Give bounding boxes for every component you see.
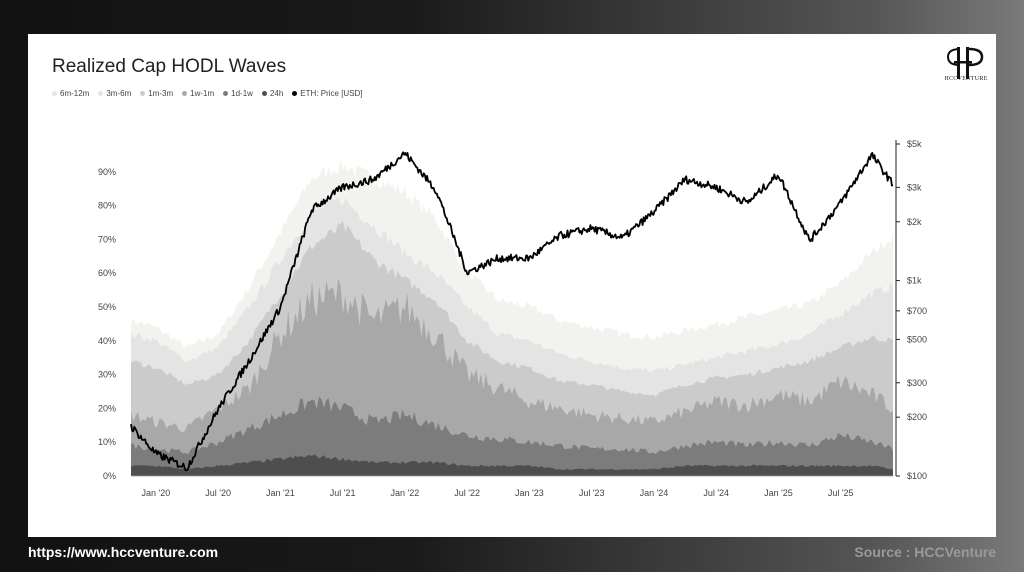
x-tick-label: Jan '21 xyxy=(266,488,295,498)
legend-label: ETH: Price [USD] xyxy=(300,89,363,98)
legend-item[interactable]: 1m-3m xyxy=(140,89,173,98)
source-label: Source : HCCVenture xyxy=(854,544,996,560)
y-left-tick-label: 80% xyxy=(98,201,116,211)
y-left-tick-label: 50% xyxy=(98,302,116,312)
y-left-tick-label: 60% xyxy=(98,268,116,278)
x-tick-label: Jan '23 xyxy=(515,488,544,498)
y-left-tick-label: 70% xyxy=(98,234,116,244)
x-tick-label: Jul '20 xyxy=(205,488,231,498)
y-right-tick-label: $1k xyxy=(907,276,922,286)
area-1d-1w xyxy=(131,396,893,476)
y-left-tick-label: 10% xyxy=(98,437,116,447)
x-tick-label: Jul '24 xyxy=(703,488,729,498)
legend-label: 1d-1w xyxy=(231,89,253,98)
x-tick-label: Jan '20 xyxy=(142,488,171,498)
x-tick-label: Jan '24 xyxy=(640,488,669,498)
y-right-tick-label: $100 xyxy=(907,471,927,481)
chart-title: Realized Cap HODL Waves xyxy=(52,56,287,77)
legend-label: 1w-1m xyxy=(190,89,215,98)
chart-card: Realized Cap HODL Waves 6m-12m 3m-6m 1m-3m… xyxy=(28,34,996,537)
legend-swatch xyxy=(182,91,188,96)
website-url[interactable]: https://www.hccventure.com xyxy=(28,544,219,560)
x-tick-label: Jul '22 xyxy=(454,488,480,498)
legend-swatch xyxy=(140,91,146,96)
eth-price-line xyxy=(130,151,894,472)
y-left-tick-label: 90% xyxy=(98,167,116,177)
y-right-tick-label: $700 xyxy=(907,306,927,316)
legend-label: 3m-6m xyxy=(106,89,132,98)
y-right-tick-label: $300 xyxy=(907,378,927,388)
x-tick-label: Jul '21 xyxy=(330,488,356,498)
area-24h xyxy=(131,454,893,476)
legend-label: 24h xyxy=(269,89,284,98)
legend-swatch xyxy=(52,91,57,96)
hodl-waves-chart: 0% 10% 20% 30% 40% 50% 60% 70% 80% 90% $100 $200 $30… xyxy=(98,139,927,498)
legend-swatch xyxy=(292,91,298,96)
legend-item[interactable]: 6m-12m xyxy=(52,89,89,98)
hcc-logo-icon xyxy=(946,47,984,79)
y-left-tick-label: 40% xyxy=(98,336,116,346)
y-right-tick-label: $200 xyxy=(907,412,927,422)
legend-item[interactable]: 1w-1m xyxy=(182,89,214,98)
y-right-tick-label: $5k xyxy=(907,139,922,149)
legend-item[interactable]: 24h xyxy=(261,89,284,98)
chart-legend: 6m-12m 3m-6m 1m-3m 1w-1m 1d-1w 24h ETH: Price … xyxy=(52,89,363,98)
legend-item[interactable]: 1d-1w xyxy=(223,89,253,98)
x-tick-label: Jan '25 xyxy=(764,488,793,498)
y-right-tick-label: $500 xyxy=(907,334,927,344)
legend-swatch xyxy=(261,91,267,96)
legend-label: 1m-3m xyxy=(148,89,174,98)
y-right-tick-label: $3k xyxy=(907,182,922,192)
legend-swatch xyxy=(98,91,104,96)
legend-item[interactable]: 3m-6m xyxy=(98,89,131,98)
y-left-tick-label: 30% xyxy=(98,370,116,380)
y-right-tick-label: $2k xyxy=(907,217,922,227)
x-tick-label: Jul '25 xyxy=(828,488,854,498)
legend-item[interactable]: ETH: Price [USD] xyxy=(292,89,363,98)
legend-label: 6m-12m xyxy=(60,89,90,98)
x-tick-label: Jan '22 xyxy=(391,488,420,498)
logo-text: HCCVENTURE xyxy=(944,76,988,82)
y-left-tick-label: 0% xyxy=(103,471,116,481)
legend-swatch xyxy=(223,91,229,96)
y-left-tick-label: 20% xyxy=(98,403,116,413)
x-tick-label: Jul '23 xyxy=(579,488,605,498)
